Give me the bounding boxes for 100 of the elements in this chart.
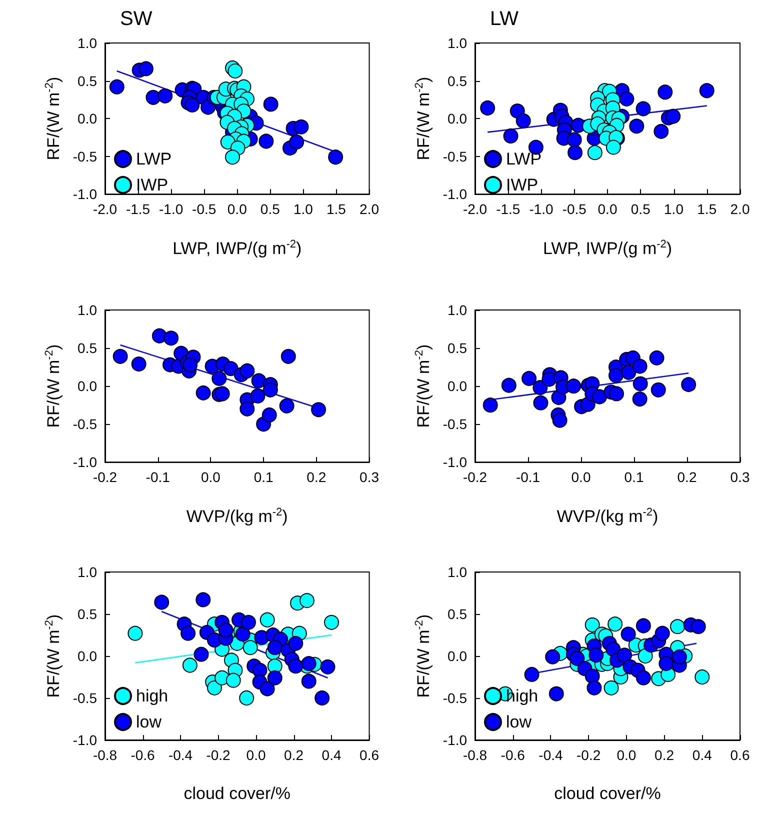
- x-tick-label: -0.6: [500, 747, 526, 763]
- x-tick-label: -0.5: [192, 201, 216, 218]
- point: [184, 97, 200, 112]
- x-tick-label: 2.0: [360, 201, 380, 218]
- y-tick-label: -1.0: [72, 186, 98, 202]
- point: [636, 618, 651, 634]
- y-axis-title: RF/(W m-2): [414, 76, 433, 160]
- point: [214, 386, 230, 402]
- point: [194, 646, 209, 662]
- point: [280, 348, 296, 364]
- point: [619, 91, 634, 106]
- point: [666, 108, 681, 124]
- point: [501, 378, 516, 393]
- point: [279, 398, 294, 414]
- y-tick-label: 1.0: [448, 564, 468, 580]
- point: [250, 388, 266, 404]
- x-tick-label: 0.0: [246, 747, 266, 763]
- point: [482, 398, 498, 413]
- x-tick-label: -0.2: [92, 469, 118, 486]
- x-tick-label: -2.0: [462, 201, 488, 218]
- point: [503, 128, 518, 144]
- y-tick-label: -1.0: [442, 732, 468, 748]
- x-tick-label: 0.2: [306, 469, 326, 486]
- x-tick-label: -0.1: [146, 469, 170, 486]
- y-tick-label: 0.5: [448, 72, 468, 89]
- point: [289, 134, 304, 150]
- point: [225, 150, 240, 165]
- point: [636, 101, 651, 116]
- point: [584, 668, 600, 684]
- legend-label: low: [136, 712, 162, 732]
- x-tick-label: -0.8: [462, 747, 488, 763]
- legend-label: IWP: [136, 176, 168, 194]
- x-tick-label: 1.0: [664, 201, 684, 218]
- x-tick-label: 0.2: [654, 747, 674, 763]
- point: [239, 690, 254, 706]
- point: [235, 626, 250, 642]
- point: [632, 376, 648, 392]
- point: [670, 619, 686, 634]
- point: [548, 686, 564, 702]
- point: [258, 134, 274, 149]
- x-tick-label: 0.6: [730, 747, 750, 763]
- x-axis-title: cloud cover/%: [554, 784, 661, 803]
- point: [240, 363, 255, 378]
- point: [584, 617, 600, 632]
- point: [632, 358, 648, 374]
- y-tick-label: 0.0: [448, 110, 468, 127]
- x-tick-label: -2.0: [92, 201, 118, 218]
- point: [609, 386, 624, 402]
- point: [608, 616, 623, 632]
- x-tick-label: -0.8: [92, 747, 118, 763]
- point: [240, 401, 255, 416]
- point: [112, 348, 128, 364]
- y-tick-label: -1.0: [442, 186, 468, 202]
- point: [223, 361, 238, 376]
- point: [516, 113, 531, 128]
- x-tick-label: 0.1: [254, 469, 274, 486]
- y-tick-label: -1.0: [72, 732, 98, 748]
- y-axis-title: RF/(W m-2): [44, 614, 63, 698]
- x-tick-label: 1.5: [697, 201, 717, 218]
- point: [263, 96, 278, 112]
- y-tick-label: 0.5: [78, 340, 98, 356]
- point: [109, 79, 124, 94]
- point: [314, 690, 330, 706]
- point: [131, 356, 146, 372]
- point: [566, 378, 582, 394]
- point: [301, 674, 316, 689]
- y-tick-label: 0.5: [78, 606, 98, 622]
- point: [658, 656, 674, 672]
- x-tick-label: 0.3: [730, 469, 750, 486]
- y-tick-label: 0.0: [78, 648, 98, 664]
- x-tick-label: 2.0: [730, 201, 750, 218]
- x-tick-label: 0.2: [284, 747, 304, 763]
- point: [196, 592, 211, 608]
- legend-label: LWP: [506, 150, 542, 168]
- y-tick-label: 0.5: [448, 340, 468, 356]
- point: [212, 370, 227, 386]
- point: [251, 373, 266, 388]
- y-tick-label: -0.5: [72, 690, 98, 706]
- x-tick-label: -1.0: [529, 201, 554, 218]
- point: [532, 380, 548, 396]
- point: [552, 412, 568, 428]
- x-tick-label: -0.5: [562, 201, 587, 218]
- x-tick-label: -1.5: [496, 201, 520, 218]
- x-tick-label: 0.0: [227, 201, 248, 218]
- x-tick-label: -0.4: [168, 747, 193, 763]
- y-tick-label: 0.5: [78, 72, 98, 89]
- point: [649, 350, 664, 366]
- x-tick-label: 0.4: [322, 747, 342, 763]
- y-tick-label: -0.5: [442, 690, 468, 706]
- x-axis-title: cloud cover/%: [184, 784, 291, 803]
- y-axis-title: RF/(W m-2): [44, 76, 63, 160]
- point: [164, 330, 179, 346]
- chart-title: SW: [120, 8, 152, 30]
- point: [586, 680, 602, 696]
- x-tick-label: 0.0: [616, 747, 636, 763]
- point: [260, 612, 275, 628]
- y-tick-label: 1.0: [448, 302, 468, 318]
- y-axis-title: RF/(W m-2): [414, 344, 433, 428]
- point: [294, 119, 309, 134]
- y-tick-label: 0.0: [78, 378, 98, 394]
